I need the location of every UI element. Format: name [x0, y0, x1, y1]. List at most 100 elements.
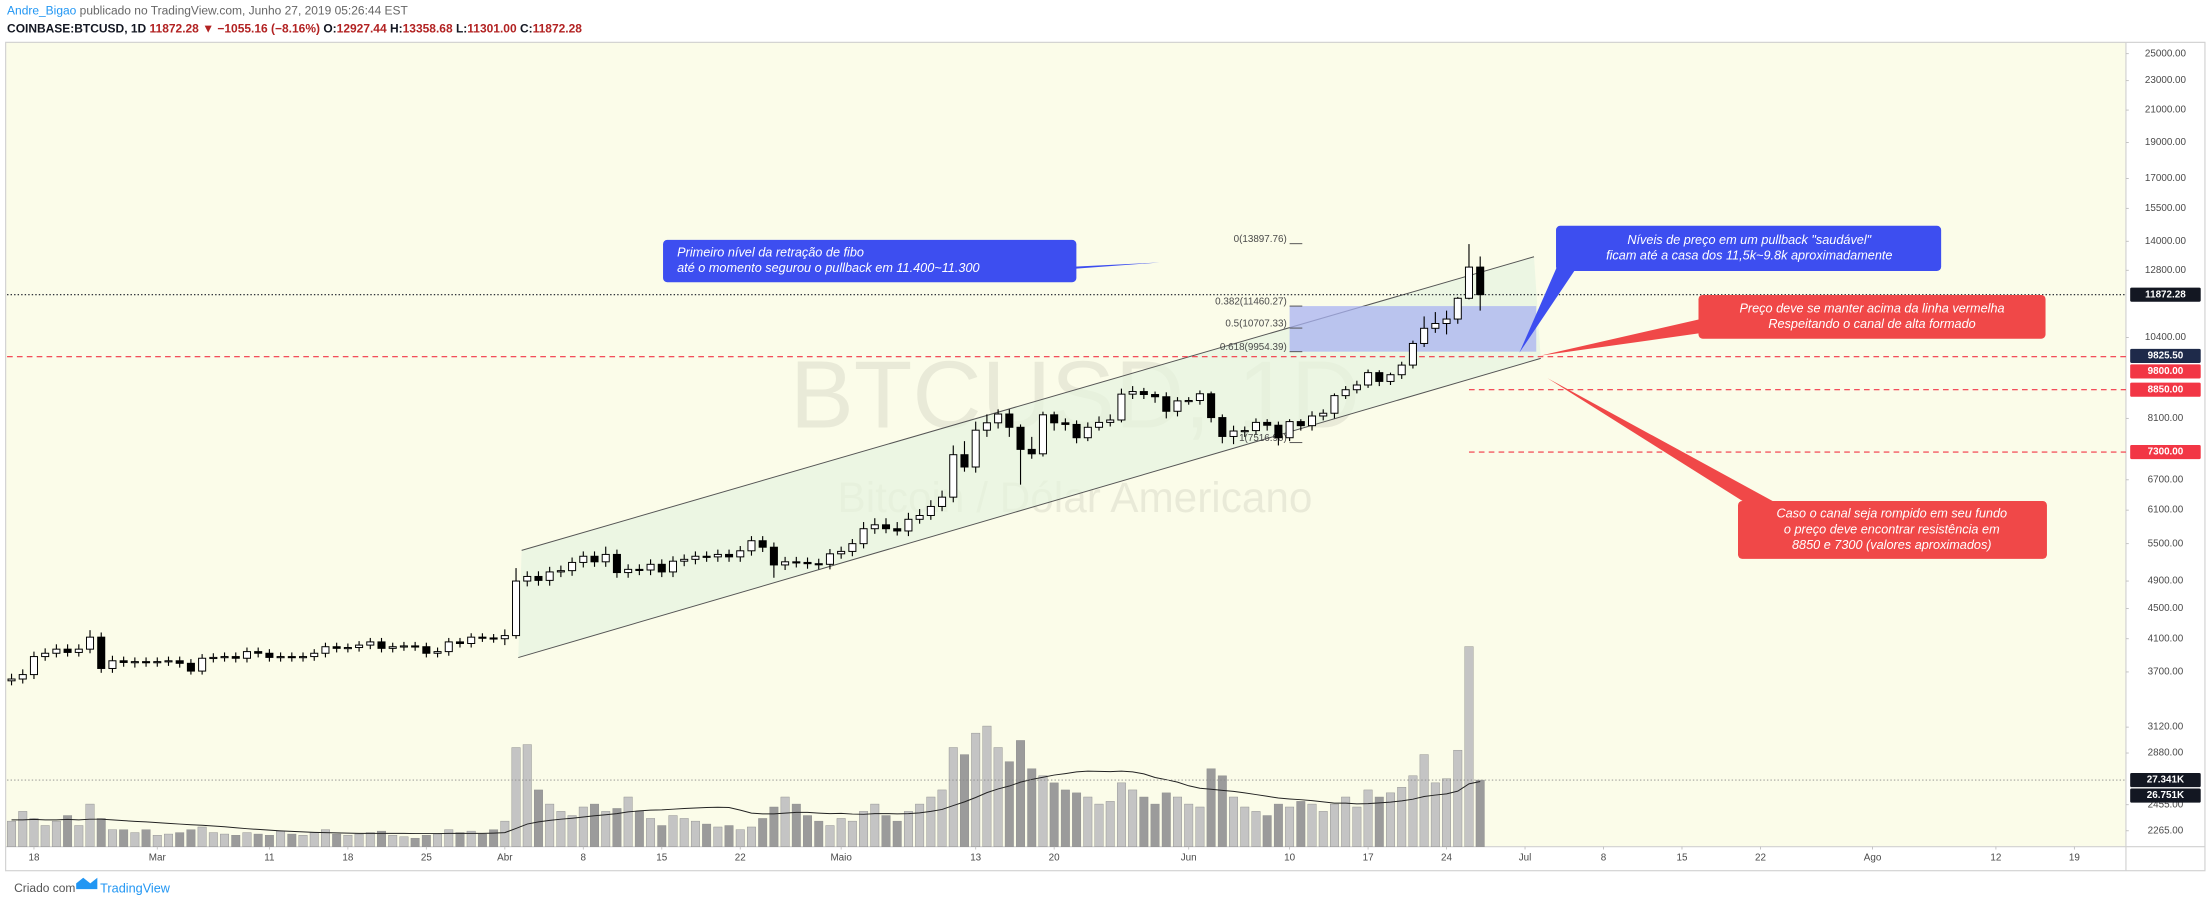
candle-body [489, 637, 498, 640]
candle-body [624, 568, 633, 574]
volume-bar [164, 833, 173, 847]
y-tick-label: 19000.00 [2145, 137, 2187, 148]
volume-bar [612, 808, 622, 847]
candle-body [1005, 413, 1014, 428]
y-tick-label: 8100.00 [2148, 413, 2184, 424]
candle-body [1072, 423, 1081, 439]
axis-price-tag-label: 27.341K [2147, 775, 2185, 786]
volume-bar [847, 820, 857, 847]
volume-bar [758, 818, 768, 847]
volume-bar [545, 803, 555, 847]
candle-body [433, 651, 442, 654]
candle-body [1364, 372, 1373, 386]
volume-bar [1105, 801, 1115, 847]
candle-body [635, 568, 644, 571]
volume-bar [825, 825, 835, 847]
axis-price-tag-label: 9800.00 [2148, 366, 2184, 377]
candle-body [220, 656, 229, 659]
candle-body [881, 524, 891, 530]
candle-body [590, 555, 599, 563]
volume-bar [231, 835, 241, 847]
volume-bar [332, 833, 342, 847]
fib-label: 0(13897.76) [1234, 234, 1287, 245]
author[interactable]: Andre_Bigao [7, 3, 77, 17]
volume-bar [1139, 796, 1149, 847]
volume-bar [1206, 768, 1216, 847]
volume-bar [74, 825, 84, 847]
volume-bar [1397, 787, 1407, 847]
candle-body [579, 555, 588, 563]
volume-bar [489, 829, 499, 847]
candle-body [904, 518, 913, 532]
volume-bar [870, 803, 880, 847]
volume-bar [96, 818, 106, 847]
volume-bar [276, 830, 286, 847]
volume-bar [321, 829, 330, 847]
candle-body [758, 540, 767, 548]
candle-body [1263, 421, 1272, 426]
candle-body [343, 647, 352, 650]
candle-body [982, 422, 991, 431]
candle-body [1061, 422, 1070, 425]
x-tick-label: 15 [656, 853, 667, 864]
candle-body [1050, 414, 1059, 424]
y-tick-label: 21000.00 [2145, 105, 2187, 116]
x-tick-label: Maio [830, 853, 852, 864]
volume-bar [477, 833, 487, 847]
callout-box [663, 239, 1077, 283]
volume-bar [713, 826, 723, 847]
volume-bar [1475, 779, 1485, 847]
candle-body [568, 561, 577, 572]
volume-bar [690, 820, 700, 847]
candle-body [52, 648, 61, 654]
volume-bar [51, 820, 61, 847]
volume-bar [1363, 789, 1373, 847]
volume-bar [130, 832, 140, 847]
volume-bar [107, 829, 117, 847]
candle-body [1420, 327, 1429, 344]
candle-body [242, 651, 251, 659]
volume-bar [735, 829, 745, 847]
volume-bar [18, 811, 28, 847]
volume-bar [343, 835, 353, 847]
volume-bar [1296, 801, 1306, 847]
volume-bar [1464, 646, 1474, 847]
y-tick-label: 10400.00 [2145, 332, 2187, 343]
candle-body [994, 413, 1003, 424]
volume-bar [556, 811, 566, 847]
ohlc-value: 11301.00 [467, 22, 517, 36]
volume-bar [511, 747, 521, 847]
x-tick-label: Mar [149, 853, 167, 864]
y-tick-label: 15500.00 [2145, 203, 2187, 214]
volume-bar [668, 815, 678, 847]
last-price: 11872.28 [150, 22, 200, 36]
candle-body [388, 646, 397, 649]
callout-text: Primeiro nível da retração de fibo [677, 246, 864, 260]
axis-price-tag-label: 8850.00 [2148, 384, 2184, 395]
candle-body [287, 656, 296, 659]
callout-text: Níveis de preço em um pullback "saudável… [1627, 233, 1871, 247]
volume-bar [1341, 796, 1351, 847]
candle-body [702, 555, 711, 558]
volume-bar [1262, 815, 1272, 847]
brand-logo [76, 877, 98, 890]
volume-bar [679, 818, 689, 847]
candle-body [18, 674, 27, 680]
volume-bar [242, 832, 252, 847]
candle-body [1207, 393, 1216, 419]
brand[interactable]: TradingView [100, 881, 171, 895]
candle-body [893, 528, 902, 532]
x-tick-label: 8 [1601, 853, 1607, 864]
candle-body [1464, 266, 1473, 299]
candle-body [1386, 374, 1395, 382]
candle-body [366, 641, 375, 646]
candle-body [601, 553, 610, 563]
callout: Caso o canal seja rompido em seu fundoo … [1547, 378, 2047, 559]
y-tick-label: 2455.00 [2148, 799, 2184, 810]
axis-price-tag [2130, 773, 2201, 788]
volume-bar [982, 725, 992, 847]
volume-bar [377, 830, 386, 847]
candle-body [747, 540, 756, 552]
volume-bar [1307, 803, 1317, 847]
volume-bar [63, 815, 73, 847]
